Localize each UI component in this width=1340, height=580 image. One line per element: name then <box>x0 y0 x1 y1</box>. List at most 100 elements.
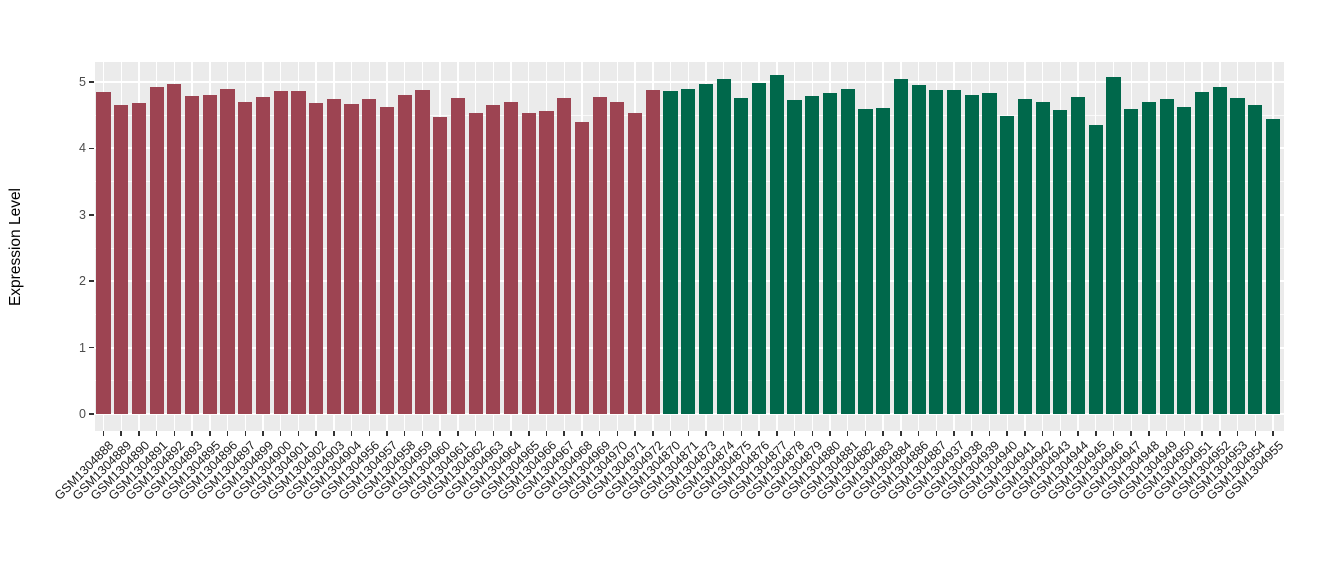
bar-GSM1304946 <box>1106 76 1121 414</box>
bar-GSM1304901 <box>291 91 306 414</box>
bar-GSM1304897 <box>238 101 253 414</box>
x-tick-mark <box>528 431 530 436</box>
bar-GSM1304970 <box>610 101 625 414</box>
bar-GSM1304884 <box>893 78 908 414</box>
x-tick-mark <box>120 431 122 436</box>
y-tick-mark <box>89 81 94 83</box>
bar-GSM1304882 <box>858 108 873 414</box>
bar-GSM1304896 <box>220 89 235 414</box>
x-tick-mark <box>1130 431 1132 436</box>
bar-GSM1304892 <box>167 83 182 414</box>
bar-GSM1304873 <box>698 83 714 414</box>
x-tick-mark <box>439 431 441 436</box>
bar-GSM1304888 <box>96 91 111 414</box>
bar-GSM1304937 <box>946 89 962 414</box>
x-tick-mark <box>333 431 335 436</box>
x-tick-mark <box>474 431 477 436</box>
bar-GSM1304942 <box>1035 101 1050 414</box>
bar-GSM1304891 <box>149 86 164 414</box>
x-tick-mark <box>634 431 636 436</box>
bar-GSM1304960 <box>433 117 448 414</box>
x-tick-mark <box>652 431 654 436</box>
major-gridline <box>95 413 1284 415</box>
x-tick-mark <box>1201 431 1203 436</box>
x-tick-mark <box>1254 431 1257 436</box>
bar-GSM1304878 <box>787 99 802 414</box>
x-tick-mark <box>776 431 778 436</box>
bar-GSM1304875 <box>734 97 749 414</box>
x-tick-mark <box>1272 431 1274 436</box>
bar-GSM1304954 <box>1248 104 1263 414</box>
bar-GSM1304938 <box>964 94 979 414</box>
bar-GSM1304874 <box>716 79 731 414</box>
x-tick-mark <box>563 431 565 436</box>
bar-GSM1304958 <box>397 94 412 414</box>
x-tick-mark <box>1112 431 1115 436</box>
bar-GSM1304871 <box>681 88 696 414</box>
x-tick-mark <box>722 431 725 436</box>
x-tick-mark <box>793 431 796 436</box>
y-tick-label-2: 2 <box>79 274 86 289</box>
bar-GSM1304945 <box>1088 125 1103 414</box>
bar-GSM1304965 <box>521 113 536 414</box>
x-tick-mark <box>1219 431 1221 436</box>
y-tick-label-0: 0 <box>79 407 86 421</box>
x-tick-mark <box>1041 431 1044 436</box>
x-tick-mark <box>1077 431 1079 436</box>
bar-GSM1304876 <box>752 82 767 414</box>
x-tick-mark <box>226 431 229 436</box>
bar-GSM1304939 <box>982 93 997 414</box>
bar-GSM1304963 <box>486 104 501 414</box>
x-tick-mark <box>510 431 512 436</box>
bar-GSM1304893 <box>184 95 200 414</box>
bar-GSM1304944 <box>1070 96 1086 414</box>
x-tick-mark <box>882 431 884 436</box>
x-tick-mark <box>279 431 282 436</box>
x-tick-mark <box>138 431 140 436</box>
bar-GSM1304880 <box>822 93 838 414</box>
bar-GSM1304940 <box>1000 115 1015 414</box>
y-tick-label-1: 1 <box>79 340 86 355</box>
bar-GSM1304961 <box>450 97 465 414</box>
bar-GSM1304955 <box>1265 118 1281 414</box>
y-tick-mark <box>89 413 94 415</box>
bar-GSM1304964 <box>503 101 519 414</box>
bar-GSM1304956 <box>362 99 377 414</box>
bar-GSM1304969 <box>592 97 607 414</box>
x-tick-mark <box>811 431 814 436</box>
x-tick-mark <box>1024 431 1026 436</box>
bar-GSM1304952 <box>1212 87 1227 414</box>
bar-GSM1304959 <box>415 89 430 414</box>
x-tick-mark <box>900 431 902 436</box>
major-gridline <box>95 81 1284 83</box>
x-tick-mark <box>315 431 317 436</box>
x-tick-mark <box>953 431 955 436</box>
x-tick-mark <box>421 431 424 436</box>
bar-GSM1304903 <box>326 98 341 414</box>
x-tick-mark <box>988 431 991 436</box>
bar-GSM1304943 <box>1053 109 1068 414</box>
x-tick-mark <box>244 431 246 436</box>
x-tick-mark <box>262 431 264 436</box>
x-tick-mark <box>598 431 601 436</box>
x-tick-mark <box>492 431 495 436</box>
bar-GSM1304895 <box>202 94 217 414</box>
bar-GSM1304968 <box>574 121 590 414</box>
bar-GSM1304881 <box>840 88 855 414</box>
x-tick-mark <box>297 431 300 436</box>
x-tick-mark <box>102 431 105 436</box>
bar-GSM1304900 <box>273 90 288 414</box>
bar-GSM1304962 <box>468 112 483 414</box>
x-tick-mark <box>740 431 743 436</box>
x-tick-mark <box>1148 431 1150 436</box>
x-tick-mark <box>209 431 211 436</box>
bar-GSM1304951 <box>1195 91 1210 414</box>
x-tick-mark <box>1236 431 1239 436</box>
bar-GSM1304887 <box>929 89 944 414</box>
bar-GSM1304899 <box>255 97 271 414</box>
x-tick-mark <box>545 431 548 436</box>
bar-GSM1304948 <box>1141 101 1157 414</box>
y-tick-mark <box>89 214 94 216</box>
x-tick-mark <box>1095 431 1097 436</box>
y-tick-label-5: 5 <box>79 75 86 89</box>
